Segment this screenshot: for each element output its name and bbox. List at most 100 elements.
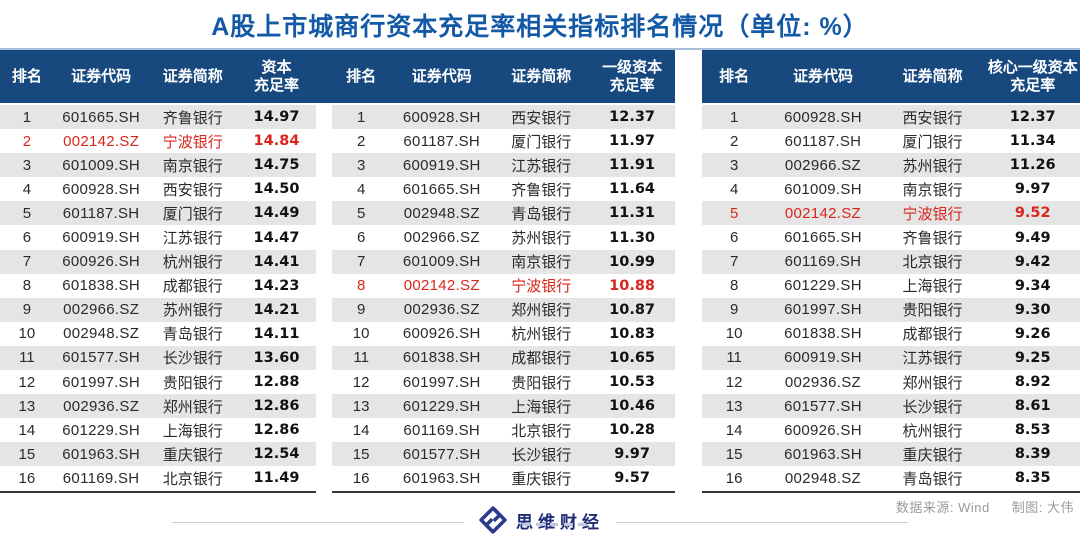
code-cell: 601187.SH: [403, 132, 481, 150]
table-row: 15 601577.SH 长沙银行 9.97: [332, 442, 675, 467]
table-row: 12 002936.SZ 郑州银行 8.92: [702, 370, 1080, 394]
table-row: 11 601577.SH 长沙银行 13.60: [0, 345, 316, 371]
name-cell: 郑州银行: [511, 302, 572, 320]
value-cell: 14.41: [253, 253, 300, 270]
value-cell: 12.86: [253, 398, 300, 415]
rank-column-header: 排名: [11, 67, 42, 85]
table-row: 14 601229.SH 上海银行 12.86: [0, 418, 316, 442]
value-cell: 11.49: [253, 470, 300, 487]
table-body: 1 600928.SH 西安银行 12.37 2 601187.SH 厦门银行 11.34 3 0…: [702, 105, 1080, 493]
name-cell: 北京银行: [902, 254, 963, 272]
value-cell: 10.53: [609, 374, 656, 391]
code-cell: 601838.SH: [62, 277, 140, 295]
rank-cell: 2: [729, 132, 739, 150]
table-row: 4 601009.SH 南京银行 9.97: [702, 177, 1080, 201]
name-cell: 长沙银行: [902, 398, 963, 416]
rank-cell: 10: [18, 325, 36, 343]
code-cell: 002948.SZ: [403, 204, 480, 222]
table-row: 9 002936.SZ 郑州银行 10.87: [332, 297, 675, 322]
rank-cell: 3: [22, 156, 32, 174]
rank-cell: 1: [356, 108, 366, 126]
value-cell: 10.87: [609, 301, 656, 318]
code-cell: 601187.SH: [784, 132, 862, 150]
code-cell: 601665.SH: [62, 108, 140, 126]
name-cell: 北京银行: [162, 470, 223, 488]
rank-cell: 11: [726, 349, 742, 367]
code-column-header: 证券代码: [71, 67, 132, 85]
table-row: 3 600919.SH 江苏银行 11.91: [332, 153, 675, 178]
table-row: 12 601997.SH 贵阳银行 10.53: [332, 370, 675, 394]
value-cell: 14.23: [253, 277, 300, 294]
value-cell: 8.61: [1014, 398, 1051, 415]
rank-cell: 12: [352, 373, 370, 391]
code-cell: 600919.SH: [784, 349, 862, 367]
table-body: 1 600928.SH 西安银行 12.37 2 601187.SH 厦门银行 11.97 3 6…: [332, 105, 675, 493]
value-cell: 13.60: [253, 349, 300, 366]
rank-cell: 14: [725, 421, 743, 439]
code-cell: 601963.SH: [402, 469, 481, 487]
name-cell: 南京银行: [162, 157, 223, 175]
table-row: 9 601997.SH 贵阳银行 9.30: [702, 297, 1080, 322]
code-cell: 601838.SH: [784, 325, 862, 343]
name-cell: 西安银行: [162, 181, 223, 199]
code-cell: 002936.SZ: [63, 397, 140, 415]
value-cell: 14.97: [253, 109, 300, 126]
name-cell: 西安银行: [511, 109, 572, 127]
metric-column-header: 核心一级资本 充足率: [987, 59, 1078, 94]
data-source-note: 数据来源: Wind 制图: 大伟: [896, 497, 1074, 516]
code-cell: 002966.SZ: [63, 301, 140, 319]
chart-credit-label: 制图: 大伟: [1011, 500, 1074, 515]
name-cell: 苏州银行: [902, 157, 963, 175]
code-cell: 601169.SH: [62, 469, 140, 487]
rank-cell: 7: [729, 253, 739, 271]
name-cell: 宁波银行: [511, 278, 572, 296]
value-cell: 9.30: [1014, 301, 1051, 318]
code-cell: 002142.SZ: [403, 277, 480, 295]
rank-cell: 16: [725, 469, 743, 487]
code-cell: 600919.SH: [62, 229, 140, 247]
rank-cell: 1: [729, 108, 739, 126]
name-cell: 上海银行: [511, 398, 572, 416]
brand-name: 思维财经: [516, 513, 604, 532]
table-row: 7 601169.SH 北京银行 9.42: [702, 249, 1080, 274]
table-body: 1 601665.SH 齐鲁银行 14.97 2 002142.SZ 宁波银行 14.84 3 6…: [0, 105, 316, 493]
name-cell: 杭州银行: [511, 326, 572, 344]
rank-cell: 13: [725, 397, 743, 415]
rank-column-header: 排名: [346, 67, 377, 85]
rank-cell: 7: [356, 253, 366, 271]
code-cell: 601169.SH: [403, 421, 481, 439]
name-cell: 苏州银行: [162, 302, 223, 320]
table-row: 8 002142.SZ 宁波银行 10.88: [332, 274, 675, 298]
table-row: 7 601009.SH 南京银行 10.99: [332, 249, 675, 274]
value-cell: 11.30: [609, 229, 656, 246]
table-row: 14 601169.SH 北京银行 10.28: [332, 418, 675, 442]
name-cell: 杭州银行: [902, 422, 963, 440]
value-cell: 14.11: [253, 325, 300, 342]
table-row: 15 601963.SH 重庆银行 8.39: [702, 442, 1080, 467]
code-cell: 600928.SH: [62, 180, 140, 198]
value-cell: 9.26: [1014, 325, 1051, 342]
table-header-row: 排名 证券代码 证券简称 资本 充足率: [0, 50, 316, 103]
rank-cell: 6: [356, 229, 366, 247]
page-title: A股上市城商行资本充足率相关指标排名情况（单位: %）: [211, 13, 869, 41]
name-cell: 成都银行: [902, 326, 963, 344]
code-cell: 601187.SH: [62, 204, 140, 222]
rank-cell: 8: [22, 277, 32, 295]
name-cell: 重庆银行: [902, 446, 963, 464]
code-cell: 002966.SZ: [784, 156, 861, 174]
rank-cell: 9: [22, 301, 32, 319]
title-divider: [0, 48, 1080, 50]
value-cell: 10.46: [609, 398, 656, 415]
table-row: 2 601187.SH 厦门银行 11.97: [332, 129, 675, 153]
code-cell: 601997.SH: [402, 373, 481, 391]
code-cell: 002948.SZ: [63, 325, 140, 343]
name-cell: 长沙银行: [511, 446, 572, 464]
table-row: 4 600928.SH 西安银行 14.50: [0, 177, 316, 201]
table-row: 11 600919.SH 江苏银行 9.25: [702, 345, 1080, 371]
rank-cell: 6: [729, 229, 739, 247]
name-cell: 郑州银行: [162, 398, 223, 416]
table-row: 13 002936.SZ 郑州银行 12.86: [0, 394, 316, 419]
code-cell: 601229.SH: [402, 397, 481, 415]
value-cell: 11.31: [609, 205, 656, 222]
rank-cell: 3: [729, 156, 739, 174]
